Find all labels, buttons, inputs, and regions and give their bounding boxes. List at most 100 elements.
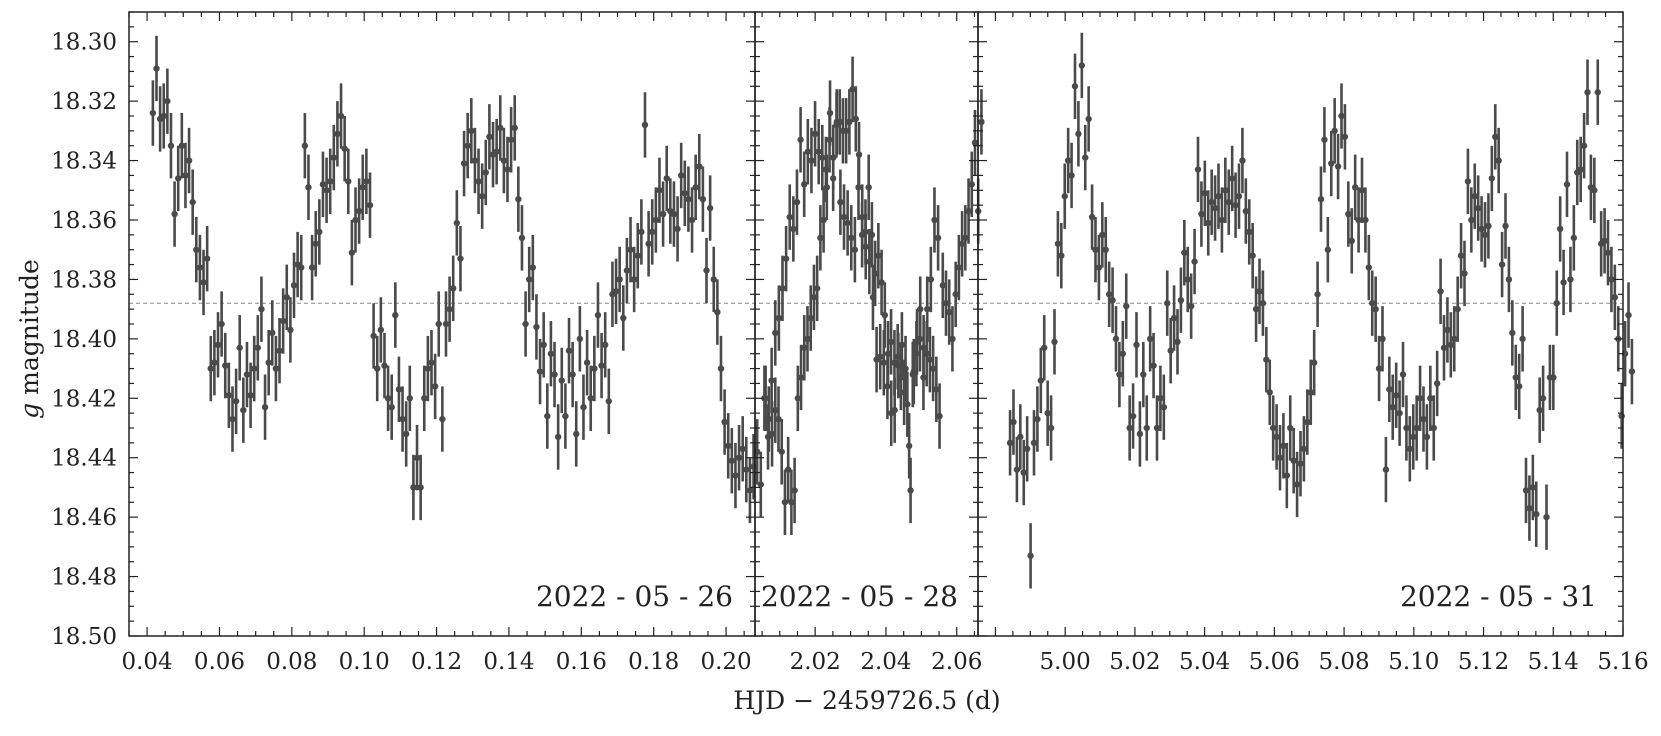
data-point bbox=[868, 202, 876, 268]
data-point bbox=[1440, 315, 1448, 381]
data-point bbox=[562, 383, 569, 449]
data-point bbox=[431, 353, 439, 420]
point-marker bbox=[844, 219, 851, 227]
data-point bbox=[855, 121, 863, 188]
point-marker bbox=[290, 282, 298, 289]
x-tick-label: 0.12 bbox=[411, 649, 462, 675]
data-point bbox=[905, 413, 913, 479]
point-marker bbox=[475, 178, 482, 185]
data-point bbox=[1017, 404, 1024, 470]
data-point bbox=[363, 148, 370, 215]
data-point bbox=[685, 166, 692, 232]
point-marker bbox=[772, 406, 779, 414]
data-point bbox=[330, 124, 338, 191]
data-point bbox=[435, 291, 442, 357]
data-point bbox=[1577, 136, 1584, 203]
data-point bbox=[319, 151, 327, 218]
data-point bbox=[1109, 267, 1116, 333]
data-point bbox=[1570, 205, 1578, 271]
data-point bbox=[1228, 145, 1236, 212]
data-point bbox=[1051, 309, 1058, 375]
point-marker bbox=[807, 314, 814, 322]
point-marker bbox=[229, 415, 236, 423]
x-tick-label: 0.06 bbox=[194, 649, 245, 675]
data-point bbox=[1071, 53, 1079, 119]
data-point bbox=[381, 332, 388, 399]
data-point bbox=[1447, 312, 1455, 378]
data-point bbox=[565, 318, 573, 384]
data-point bbox=[439, 386, 446, 452]
point-marker bbox=[1481, 231, 1489, 239]
data-point bbox=[819, 124, 826, 191]
point-marker bbox=[1218, 216, 1226, 224]
data-point bbox=[612, 258, 620, 324]
data-point bbox=[536, 338, 544, 405]
point-marker bbox=[1222, 187, 1229, 194]
data-point bbox=[904, 371, 911, 437]
data-point bbox=[580, 374, 587, 440]
data-point bbox=[939, 252, 946, 319]
point-marker bbox=[1611, 294, 1619, 301]
point-marker bbox=[1239, 157, 1246, 164]
point-marker bbox=[688, 216, 696, 224]
data-point bbox=[667, 178, 674, 244]
point-marker bbox=[865, 184, 872, 191]
data-point bbox=[468, 98, 475, 164]
data-point bbox=[1105, 261, 1113, 327]
data-point bbox=[374, 335, 381, 402]
y-axis-label: g magnitude bbox=[15, 259, 44, 419]
data-point bbox=[504, 136, 511, 203]
data-point bbox=[1034, 386, 1041, 452]
data-point bbox=[247, 362, 254, 428]
point-marker bbox=[877, 353, 884, 360]
point-marker bbox=[583, 359, 591, 366]
data-point bbox=[1567, 246, 1574, 313]
data-point bbox=[406, 365, 413, 431]
x-tick-label: 5.14 bbox=[1528, 649, 1579, 675]
point-marker bbox=[862, 228, 869, 236]
data-point bbox=[1013, 436, 1021, 503]
point-marker bbox=[236, 344, 243, 351]
data-point bbox=[1232, 172, 1239, 238]
data-point bbox=[1628, 338, 1636, 405]
data-point bbox=[1222, 157, 1229, 223]
point-marker bbox=[1290, 457, 1297, 464]
data-point bbox=[717, 335, 725, 402]
data-point bbox=[804, 118, 812, 185]
data-point bbox=[1273, 404, 1280, 470]
data-point bbox=[1608, 246, 1615, 313]
point-marker bbox=[894, 353, 901, 360]
data-point bbox=[1177, 267, 1185, 333]
x-tick-label: 5.02 bbox=[1109, 649, 1160, 675]
data-point bbox=[1437, 258, 1444, 324]
data-point bbox=[1170, 285, 1178, 351]
data-point bbox=[1211, 175, 1219, 241]
data-point bbox=[1054, 211, 1062, 277]
point-marker bbox=[793, 198, 801, 206]
point-marker bbox=[1061, 193, 1068, 200]
data-point bbox=[1392, 362, 1400, 428]
point-marker bbox=[696, 163, 703, 170]
x-tick-label: 2.06 bbox=[931, 649, 982, 675]
point-marker bbox=[453, 219, 461, 227]
data-point bbox=[849, 56, 856, 122]
data-point bbox=[1488, 145, 1496, 212]
point-marker bbox=[424, 365, 432, 372]
point-marker bbox=[887, 338, 895, 346]
point-marker bbox=[823, 184, 831, 191]
x-tick-label: 5.00 bbox=[1040, 649, 1091, 675]
point-marker bbox=[910, 368, 917, 375]
data-point bbox=[1092, 217, 1099, 283]
point-marker bbox=[1577, 166, 1584, 173]
point-marker bbox=[1047, 424, 1055, 432]
data-point bbox=[888, 380, 895, 446]
point-marker bbox=[417, 484, 424, 491]
data-point bbox=[334, 101, 341, 167]
point-marker bbox=[493, 148, 500, 155]
data-point bbox=[813, 255, 821, 322]
data-point bbox=[533, 294, 540, 360]
y-tick-label: 18.30 bbox=[51, 30, 117, 56]
point-marker bbox=[1413, 424, 1420, 432]
data-point bbox=[200, 249, 207, 316]
data-point bbox=[218, 291, 225, 357]
